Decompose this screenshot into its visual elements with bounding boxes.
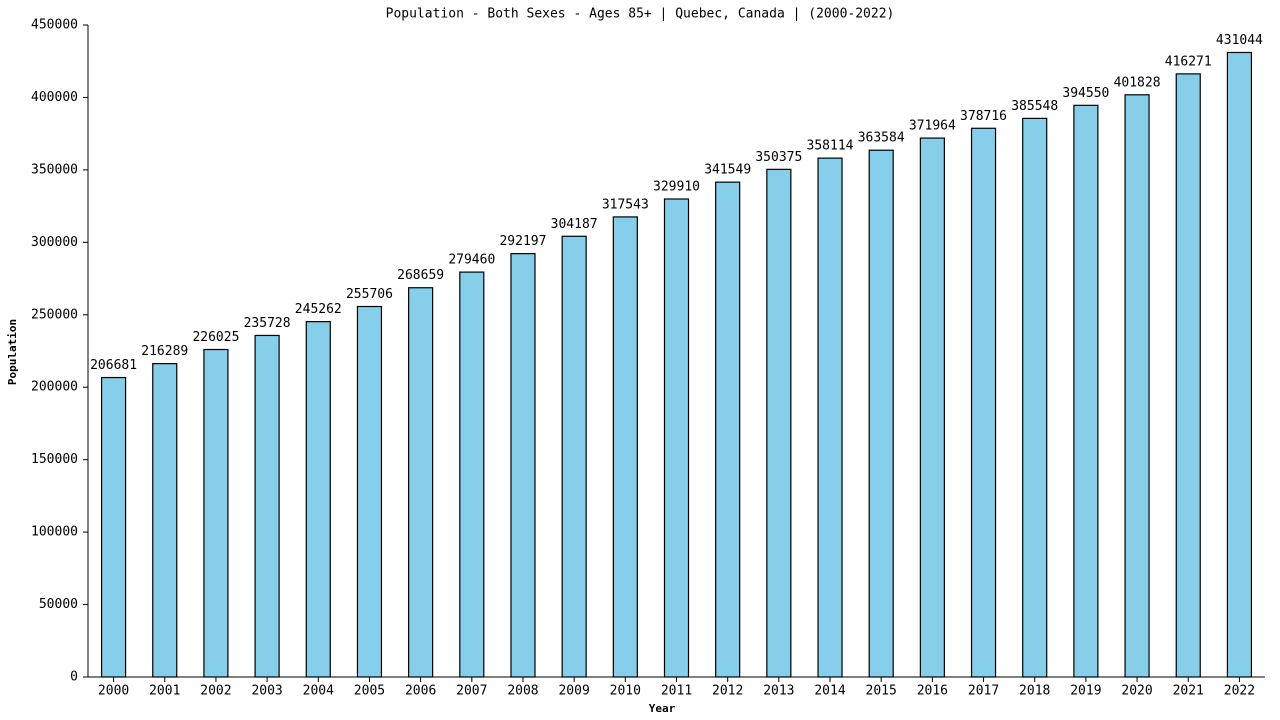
x-tick-label: 2014: [814, 684, 845, 699]
value-label: 206681: [90, 358, 137, 373]
value-label: 226025: [192, 330, 239, 345]
x-tick-label: 2000: [98, 684, 129, 699]
bar: [970, 127, 997, 678]
bar: [459, 271, 485, 678]
x-tick-label: 2018: [1019, 684, 1050, 699]
bar: [1073, 104, 1099, 678]
x-tick-label: 2022: [1224, 684, 1255, 699]
bar: [100, 376, 127, 678]
x-tick-label: 2015: [866, 684, 897, 699]
x-tick-label: 2020: [1121, 684, 1152, 699]
value-label: 371964: [909, 119, 956, 134]
y-tick-label: 250000: [31, 307, 78, 322]
y-tick-label: 100000: [31, 525, 78, 540]
value-label: 317543: [602, 197, 649, 212]
x-tick-label: 2011: [661, 684, 692, 699]
bar: [408, 287, 434, 678]
y-axis-label: Population: [6, 319, 19, 385]
value-label: 245262: [295, 302, 342, 317]
x-tick-label: 2006: [405, 684, 436, 699]
value-label: 350375: [755, 150, 802, 165]
value-label: 401828: [1114, 75, 1161, 90]
bar: [152, 363, 178, 678]
bar: [203, 348, 229, 678]
value-label: 329910: [653, 179, 700, 194]
x-axis-label: Year: [649, 702, 676, 715]
bar: [1124, 94, 1150, 678]
bar: [305, 321, 331, 678]
chart-title: Population - Both Sexes - Ages 85+ | Que…: [386, 7, 895, 22]
value-label: 216289: [141, 344, 188, 359]
x-tick-label: 2009: [558, 684, 589, 699]
y-tick-label: 200000: [31, 380, 78, 395]
bar: [561, 235, 587, 678]
x-tick-label: 2004: [303, 684, 334, 699]
value-label: 431044: [1216, 33, 1263, 48]
x-tick-label: 2021: [1173, 684, 1204, 699]
bar: [868, 149, 894, 678]
y-tick-label: 300000: [31, 235, 78, 250]
value-label: 416271: [1165, 54, 1212, 69]
x-tick-label: 2010: [610, 684, 641, 699]
value-label: 279460: [448, 253, 495, 268]
x-tick-label: 2003: [251, 684, 282, 699]
y-tick-label: 400000: [31, 90, 78, 105]
x-tick-label: 2017: [968, 684, 999, 699]
value-label: 358114: [807, 139, 854, 154]
value-label: 268659: [397, 268, 444, 283]
x-tick-label: 2016: [917, 684, 948, 699]
value-label: 292197: [499, 234, 546, 249]
bar: [356, 305, 383, 678]
y-tick-label: 350000: [31, 162, 78, 177]
value-label: 394550: [1062, 86, 1109, 101]
y-tick-label: 50000: [39, 597, 78, 612]
x-tick-label: 2002: [200, 684, 231, 699]
y-tick-label: 150000: [31, 452, 78, 467]
value-label: 378716: [960, 109, 1007, 124]
value-label: 363584: [858, 131, 905, 146]
value-label: 385548: [1011, 99, 1058, 114]
y-tick-label: 0: [70, 670, 78, 685]
bar: [510, 253, 536, 678]
bar: [663, 198, 690, 678]
bar: [1022, 117, 1048, 678]
bar: [254, 334, 280, 678]
value-label: 235728: [244, 316, 291, 331]
x-tick-label: 2019: [1070, 684, 1101, 699]
bar: [715, 181, 741, 678]
bar: [766, 168, 792, 678]
bar: [1226, 51, 1253, 678]
x-tick-label: 2013: [763, 684, 794, 699]
bar: [817, 157, 843, 678]
x-tick-label: 2008: [507, 684, 538, 699]
y-tick-label: 450000: [31, 18, 78, 33]
x-tick-label: 2005: [354, 684, 385, 699]
x-tick-label: 2001: [149, 684, 180, 699]
bar: [1175, 73, 1201, 678]
value-label: 341549: [704, 163, 751, 178]
value-label: 304187: [551, 217, 598, 232]
bar: [919, 137, 945, 678]
bar: [612, 216, 638, 678]
x-tick-label: 2007: [456, 684, 487, 699]
value-label: 255706: [346, 287, 393, 302]
x-tick-label: 2012: [712, 684, 743, 699]
